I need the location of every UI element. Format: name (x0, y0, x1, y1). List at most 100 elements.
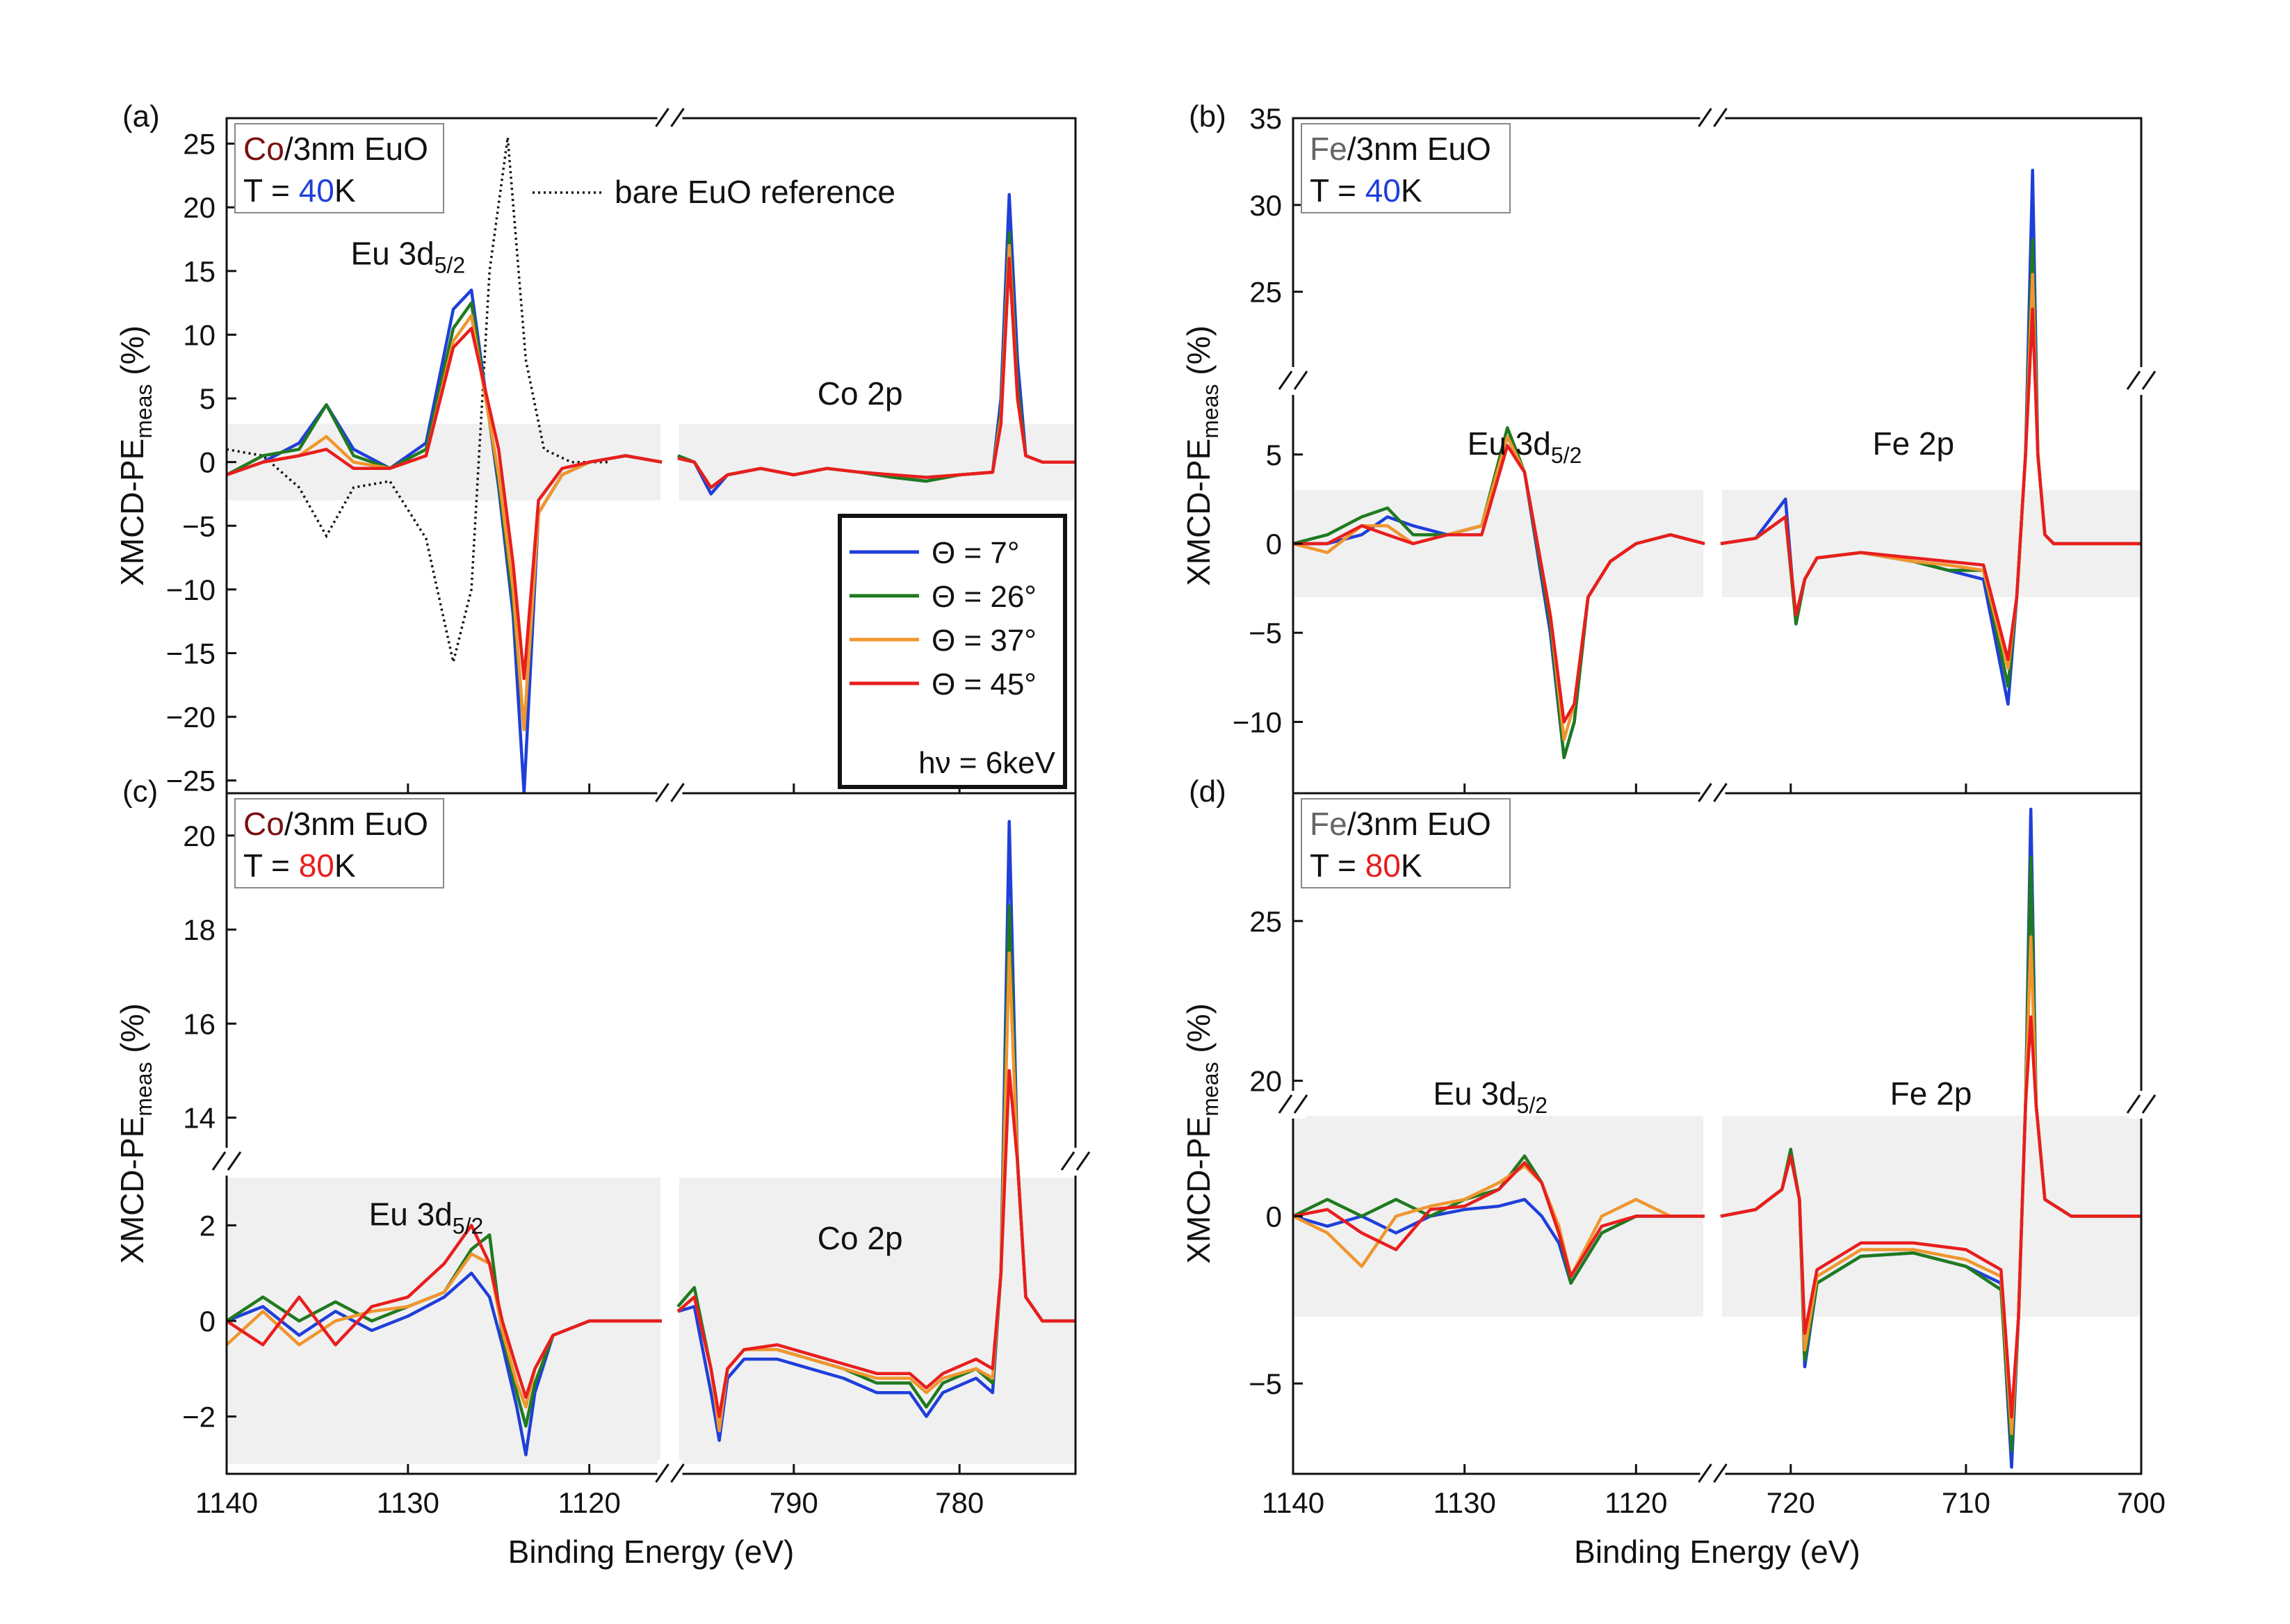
panel-b-xbreak-top-slash-1 (1698, 108, 1712, 127)
panel-b-ybreak-left-slash-1 (1278, 371, 1293, 390)
panel-a-sample-rest: /3nm EuO (284, 131, 428, 167)
panel-c-sample-rest: /3nm EuO (284, 806, 428, 842)
panel-c-xtick-label: 1140 (195, 1486, 258, 1519)
panel-a-xbreak-top (655, 104, 685, 132)
reference-legend-label: bare EuO reference (615, 174, 895, 210)
panel-c-ytick-label: 20 (183, 820, 216, 852)
y-axis-label-sub: meas (131, 384, 156, 438)
panel-c-ytick-label: 18 (183, 914, 216, 946)
panel-c-temperature-value: 80 (299, 847, 334, 884)
panel-c-xbreak-top-slash-1 (655, 783, 669, 802)
panel-c-curves (227, 820, 1075, 1456)
panel-c-ytick-label: 14 (183, 1102, 216, 1135)
panel-c: −2 0 2 14 16 18 20 1140 1130 1120 790 780 Binding En… (114, 774, 1091, 1570)
panel-d-xbreak-top-slash-1 (1698, 783, 1712, 802)
panel-a-series-3-metal (677, 257, 1075, 489)
panel-a-ytick-label: 25 (183, 128, 216, 161)
panel-b-temperature-unit: K (1401, 172, 1422, 209)
panel-d-ybreak-right-slash-1 (2126, 1094, 2141, 1114)
panel-d-series-1-eu (1293, 1154, 1705, 1285)
panel-d-ytick-label: 25 (1249, 905, 1282, 938)
panel-c-sample-title: Co/3nm EuO (243, 806, 428, 842)
panel-c-series-3-metal (676, 1069, 1075, 1418)
panel-a-ytick-label: −15 (166, 637, 216, 669)
y-axis-label-unit: (%) (1180, 325, 1217, 384)
y-axis-label-main: XMCD-PE (114, 1116, 150, 1264)
panel-a-ytick-label: 20 (183, 191, 216, 224)
theta-legend-frame (838, 514, 1067, 789)
panel-d-ybreak-left-slash-1 (1278, 1094, 1293, 1114)
panel-c-ybreak-left-slash-1 (211, 1151, 227, 1171)
panel-c-xbreak-top (655, 779, 685, 807)
panel-d-xbreak-top (1698, 779, 1728, 807)
panel-c-band-right (679, 1177, 1074, 1465)
panel-c-temperature: T = 80K (243, 847, 356, 884)
panel-a-series-3-eu (227, 327, 663, 681)
legend-label-2: Θ = 37° (932, 624, 1037, 658)
panel-a-ytick-label: 15 (183, 255, 216, 288)
panel-c-ybreak-right-slash-2 (1075, 1151, 1091, 1171)
legend-label-1: Θ = 26° (932, 580, 1037, 614)
panel-b-series-3-metal (1720, 307, 2141, 661)
panel-b-label: (b) (1189, 99, 1226, 133)
panel-b-ytick-label: 0 (1266, 528, 1282, 560)
panel-b-series-2-metal (1720, 273, 2141, 670)
panel-d-series-3-metal (1720, 1015, 2141, 1419)
reference-curve (227, 137, 608, 663)
panel-d: −5 0 20 25 1140 1130 1120 720 710 700 Binding Ener… (1180, 774, 2166, 1570)
panel-c-eu-peak-main: Eu 3d (369, 1196, 453, 1233)
panel-a-ytick-label: −10 (166, 574, 216, 606)
panel-c-ytick-label: 0 (200, 1305, 216, 1338)
panel-b-ytick-label: 30 (1249, 189, 1282, 222)
y-axis-label-sub: meas (131, 1062, 156, 1116)
x-axis-label: Binding Energy (eV) (1574, 1534, 1860, 1570)
panel-b-xbreak-top (1698, 104, 1728, 132)
panel-d-xtick-label: 1140 (1262, 1486, 1324, 1519)
panel-c-ybreak-right-slash-1 (1060, 1151, 1075, 1171)
x-axis-label: Binding Energy (eV) (508, 1534, 795, 1570)
y-axis-label-unit: (%) (1180, 1003, 1217, 1062)
panel-d-temperature-value: 80 (1365, 847, 1401, 884)
panel-a-curves (227, 137, 1075, 793)
panel-b-sample-box (1301, 123, 1511, 213)
y-axis-label: XMCD-PEmeas (%) (1180, 1003, 1223, 1264)
panel-b-curves (1293, 168, 2141, 759)
panel-d-ybreak-right-slash-2 (2141, 1094, 2157, 1114)
panel-a-ytick-label: 5 (200, 382, 216, 415)
panel-c-frame (225, 792, 1077, 1475)
legend-label-0: Θ = 7° (932, 536, 1019, 570)
panel-c-xtick-label: 790 (770, 1486, 818, 1519)
panel-d-label: (d) (1189, 774, 1226, 809)
y-axis-label-main: XMCD-PE (114, 439, 150, 586)
y-axis-label: XMCD-PEmeas (%) (114, 1003, 156, 1264)
panel-b-ybreak-right-slash-2 (2141, 371, 2157, 390)
panel-b-temperature-value: 40 (1365, 172, 1401, 209)
panel-d-temperature-unit: K (1401, 847, 1422, 884)
panel-d-series-3-eu (1293, 1161, 1705, 1278)
panel-a-sample-title: Co/3nm EuO (243, 131, 428, 167)
panel-b-eu-peak-main: Eu 3d (1468, 425, 1551, 462)
panel-b-temperature: T = 40K (1310, 172, 1422, 209)
panel-a-sample-box (234, 123, 444, 213)
panel-c-eu-peak-sub: 5/2 (453, 1214, 483, 1239)
panel-d-temperature-prefix: T = (1310, 847, 1365, 884)
panel-b-metal: Fe (1310, 131, 1347, 167)
panel-b-ytick-label: −5 (1249, 617, 1282, 649)
panel-c-eu-peak-label: Eu 3d5/2 (369, 1196, 484, 1239)
panel-d-xbreak-bottom-slash-2 (1713, 1463, 1728, 1483)
panel-b: −10 −5 0 5 25 30 35 XMCD-PEmeas (%) (b) Fe/3nm Eu… (1180, 99, 2157, 807)
panel-c-ytick-label: 2 (200, 1210, 216, 1242)
panel-c-xtick-label: 780 (935, 1486, 984, 1519)
panel-d-xtick-label: 1120 (1605, 1486, 1667, 1519)
panel-c-xbreak-bottom-slash-1 (655, 1463, 669, 1483)
panel-d-xtick-label: 710 (1942, 1486, 1990, 1519)
panel-a-eu-peak-label: Eu 3d5/2 (350, 236, 465, 278)
panel-a-series-2-eu (227, 314, 663, 731)
panel-c-ybreak-right (1060, 1148, 1091, 1176)
panel-b-series-1-metal (1720, 238, 2141, 688)
panel-a-ytick-label: 10 (183, 318, 216, 351)
panel-c-sample-box (234, 798, 444, 888)
panel-b-ybreak-right-slash-1 (2126, 371, 2141, 390)
panel-a-band-right (679, 423, 1074, 501)
